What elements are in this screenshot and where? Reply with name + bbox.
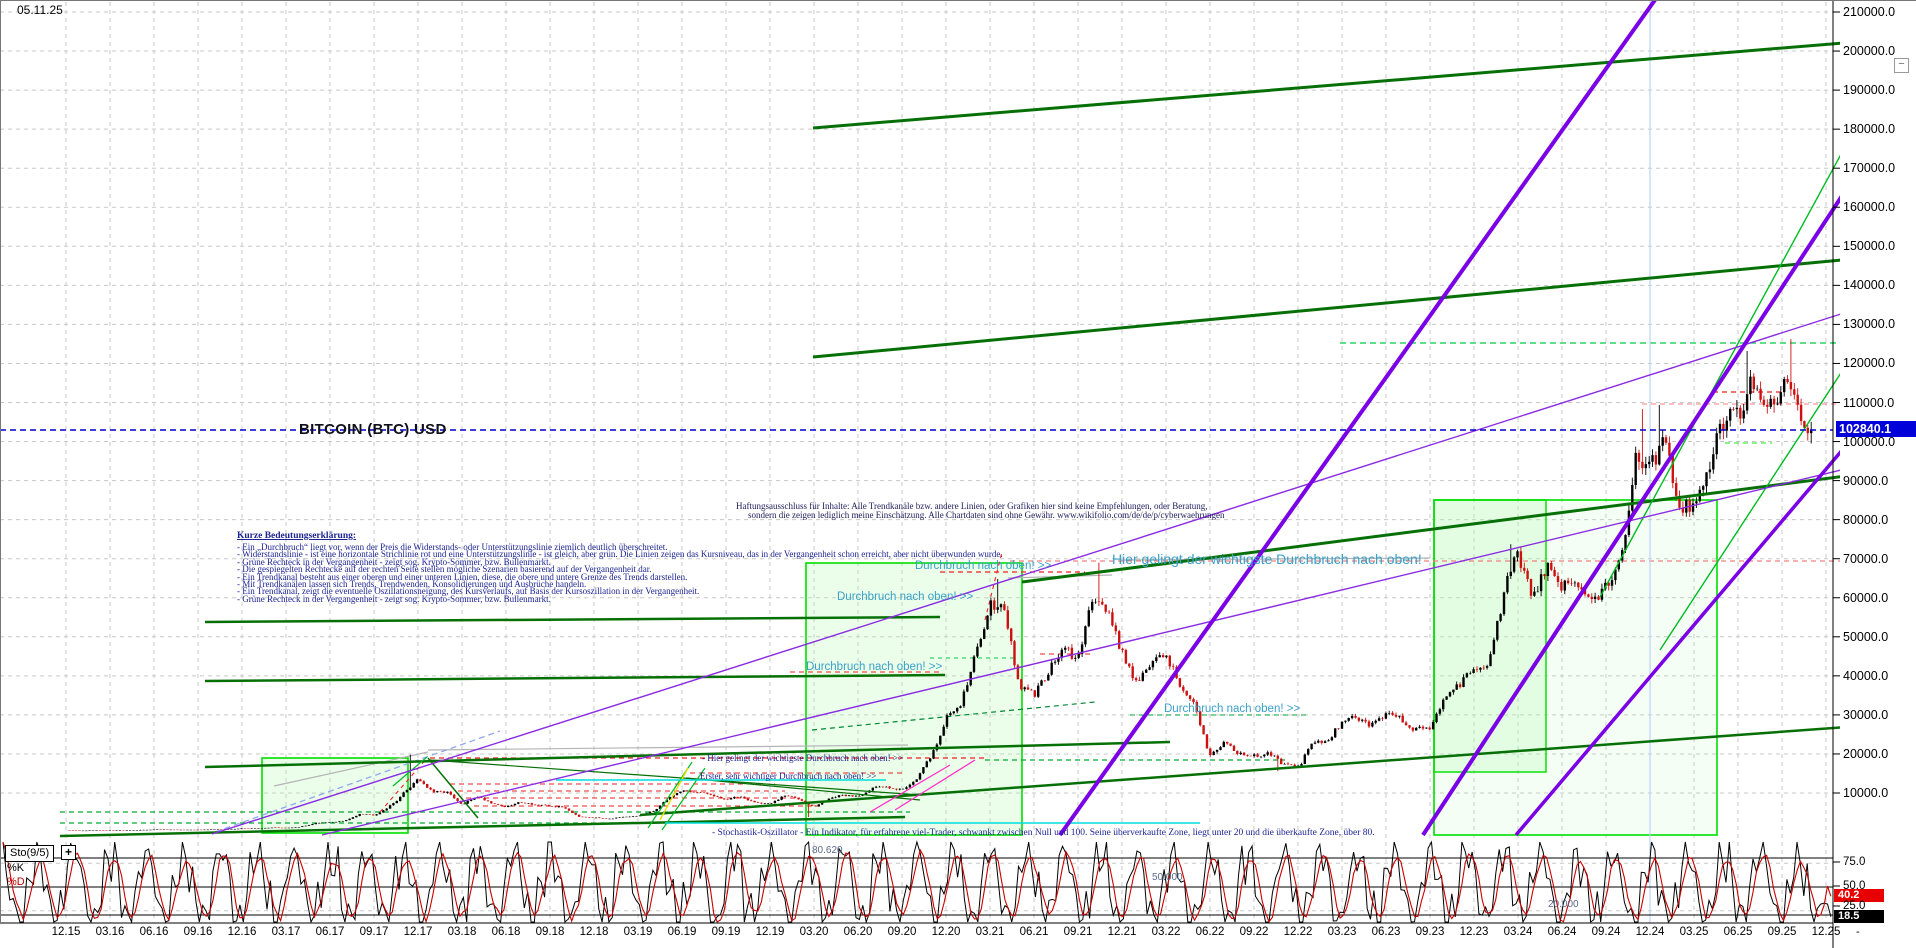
axis-background — [1840, 0, 1916, 948]
trend-line — [639, 720, 1916, 817]
trend-line — [211, 289, 1916, 835]
level-line — [214, 730, 501, 833]
level-line — [1119, 557, 1431, 561]
trend-line — [869, 764, 951, 813]
trend-line — [1421, 81, 1916, 837]
bull-market-rect — [1433, 499, 1718, 836]
level-line — [811, 701, 1096, 731]
candle-bodies-down — [68, 376, 1809, 831]
trend-line — [685, 777, 921, 801]
bull-market-rect — [261, 757, 409, 834]
level-line — [984, 551, 1003, 621]
trend-line — [204, 615, 941, 624]
trend-line — [1599, 111, 1865, 598]
candle-bodies-up — [81, 376, 1813, 832]
trend-line — [812, 35, 1916, 130]
trend-line — [204, 673, 946, 683]
add-indicator-button[interactable]: + — [61, 845, 76, 860]
trend-line — [321, 451, 1916, 836]
trend-line — [1058, 0, 1657, 837]
level-line — [379, 757, 428, 813]
trend-line — [812, 251, 1916, 359]
level-line — [273, 751, 429, 787]
trend-line — [659, 767, 689, 821]
collapse-icon[interactable]: − — [1894, 58, 1909, 73]
trend-line — [59, 815, 906, 838]
trend-line — [894, 759, 976, 811]
trend-line — [427, 757, 479, 819]
trend-line — [204, 740, 1171, 769]
stochastic-d-line — [2, 841, 1832, 924]
stochastic-k-line — [2, 840, 1832, 924]
trend-line — [429, 759, 921, 796]
level-line — [427, 744, 909, 751]
trend-line — [661, 767, 706, 831]
